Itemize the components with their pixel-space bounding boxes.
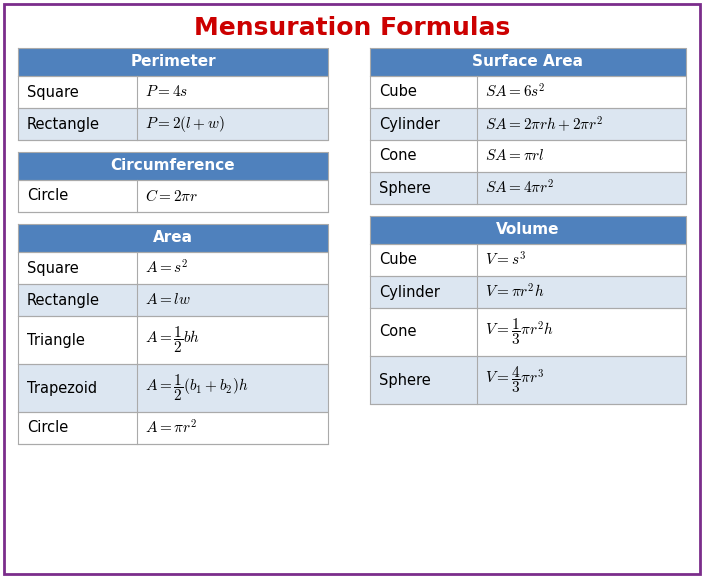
Bar	[18, 48, 328, 76]
Text: Surface Area: Surface Area	[472, 54, 584, 69]
Text: Sphere: Sphere	[379, 372, 431, 387]
Text: $A = s^{2}$: $A = s^{2}$	[145, 259, 189, 277]
Bar	[370, 244, 686, 276]
Bar	[18, 412, 328, 444]
Bar	[18, 364, 328, 412]
Text: $V = \pi r^{2}h$: $V = \pi r^{2}h$	[486, 283, 545, 301]
Text: $P = 4s$: $P = 4s$	[145, 84, 189, 99]
Bar	[370, 140, 686, 172]
Bar	[370, 108, 686, 140]
Bar	[18, 316, 328, 364]
Text: Circle: Circle	[27, 421, 68, 435]
Bar	[18, 180, 328, 212]
Text: Area: Area	[153, 231, 193, 246]
Text: Circle: Circle	[27, 188, 68, 203]
Bar	[370, 76, 686, 108]
Bar	[18, 252, 328, 284]
Text: $SA = 2\pi rh + 2\pi r^{2}$: $SA = 2\pi rh + 2\pi r^{2}$	[486, 114, 604, 134]
Bar	[18, 152, 328, 180]
Text: Cylinder: Cylinder	[379, 117, 440, 132]
Text: Sphere: Sphere	[379, 180, 431, 195]
Text: Cylinder: Cylinder	[379, 284, 440, 299]
Bar	[18, 284, 328, 316]
Bar	[18, 224, 328, 252]
Text: $C = 2\pi r$: $C = 2\pi r$	[145, 188, 199, 204]
Text: Cone: Cone	[379, 324, 417, 339]
Bar	[370, 172, 686, 204]
Text: $SA = \pi rl$: $SA = \pi rl$	[486, 149, 545, 164]
Text: Circumference: Circumference	[111, 158, 235, 173]
Text: Perimeter: Perimeter	[130, 54, 216, 69]
Text: Rectangle: Rectangle	[27, 117, 100, 132]
Text: Trapezoid: Trapezoid	[27, 380, 97, 395]
Text: $SA = 6s^{2}$: $SA = 6s^{2}$	[486, 83, 546, 101]
Text: $A = \pi r^{2}$: $A = \pi r^{2}$	[145, 419, 197, 437]
Text: $A = \dfrac{1}{2}(b_1+b_2)h$: $A = \dfrac{1}{2}(b_1+b_2)h$	[145, 373, 249, 403]
Text: Rectangle: Rectangle	[27, 292, 100, 307]
Text: Square: Square	[27, 261, 79, 276]
Text: $V = \dfrac{1}{3}\pi r^{2}h$: $V = \dfrac{1}{3}\pi r^{2}h$	[486, 317, 554, 347]
Bar	[18, 76, 328, 108]
Bar	[370, 48, 686, 76]
Bar	[370, 276, 686, 308]
Bar	[18, 108, 328, 140]
Text: Volume: Volume	[496, 223, 560, 238]
Text: Cube: Cube	[379, 253, 417, 268]
Text: $A = lw$: $A = lw$	[145, 292, 191, 307]
Text: $SA = 4\pi r^{2}$: $SA = 4\pi r^{2}$	[486, 179, 555, 197]
Text: $A = \dfrac{1}{2}bh$: $A = \dfrac{1}{2}bh$	[145, 325, 201, 355]
Text: Square: Square	[27, 84, 79, 99]
Bar	[370, 308, 686, 356]
Bar	[370, 356, 686, 404]
Text: Mensuration Formulas: Mensuration Formulas	[194, 16, 510, 40]
Text: $P = 2(l+w)$: $P = 2(l+w)$	[145, 114, 225, 134]
Text: $V = s^{3}$: $V = s^{3}$	[486, 251, 527, 269]
Text: Cone: Cone	[379, 149, 417, 164]
Text: Cube: Cube	[379, 84, 417, 99]
Text: Triangle: Triangle	[27, 332, 85, 347]
Bar	[370, 216, 686, 244]
Text: $V = \dfrac{4}{3}\pi r^{3}$: $V = \dfrac{4}{3}\pi r^{3}$	[486, 365, 545, 395]
